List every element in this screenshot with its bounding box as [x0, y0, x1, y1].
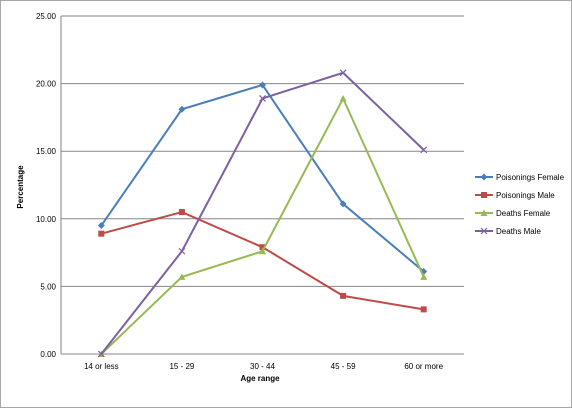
y-tick-label: 5.00 — [40, 282, 56, 291]
y-tick-label: 0.00 — [40, 350, 56, 359]
data-point — [178, 105, 186, 113]
x-tick-label: 14 or less — [84, 362, 119, 371]
y-axis-title: Percentage — [16, 165, 25, 209]
x-tick-label: 30 - 44 — [250, 362, 275, 371]
y-tick-label: 25.00 — [36, 12, 57, 21]
x-tick-label: 60 or more — [404, 362, 443, 371]
series-line — [100, 96, 425, 355]
data-point — [178, 209, 185, 216]
legend-marker — [481, 192, 487, 198]
legend: Poisonings Female Poisonings Male Deaths F… — [475, 173, 565, 236]
data-point — [420, 306, 427, 313]
legend-marker — [480, 227, 488, 235]
data-point — [98, 230, 105, 237]
legend-label: Deaths Female — [496, 209, 551, 218]
legend-label: Poisonings Male — [496, 191, 555, 200]
legend-item: Deaths Male — [475, 227, 541, 236]
x-axis-ticks: 14 or less 15 - 29 30 - 44 45 - 59 60 or mor… — [84, 362, 444, 371]
data-point — [420, 146, 428, 154]
data-point — [97, 350, 105, 358]
legend-item: Poisonings Male — [475, 191, 555, 200]
data-point — [339, 200, 347, 208]
data-point — [259, 81, 266, 89]
y-axis-ticks: 0.00 5.00 10.00 15.00 20.00 25.00 — [36, 12, 57, 359]
data-point — [178, 247, 186, 255]
data-point — [178, 273, 186, 280]
x-tick-label: 45 - 59 — [331, 362, 356, 371]
series-deaths-female — [97, 94, 428, 357]
legend-item: Poisonings Female — [475, 173, 565, 182]
data-point — [339, 94, 347, 102]
y-tick-label: 20.00 — [36, 80, 57, 89]
series-deaths-male — [97, 69, 428, 358]
y-tick-label: 15.00 — [36, 147, 57, 156]
series-line — [101, 210, 424, 311]
series-group — [97, 69, 428, 358]
legend-marker — [480, 209, 488, 216]
data-point — [339, 69, 347, 77]
data-point — [259, 247, 266, 255]
series-line — [100, 71, 425, 355]
legend-item: Deaths Female — [475, 209, 551, 218]
data-point — [97, 222, 105, 230]
series-poisonings-male — [98, 209, 427, 313]
legend-marker — [480, 173, 488, 181]
data-point — [259, 244, 266, 251]
series-poisonings-female — [97, 81, 428, 276]
series-line — [100, 83, 425, 273]
data-point — [340, 292, 347, 299]
x-tick-label: 15 - 29 — [169, 362, 194, 371]
legend-label: Poisonings Female — [496, 173, 565, 182]
data-point — [259, 95, 266, 102]
legend-label: Deaths Male — [496, 227, 541, 236]
x-axis-title: Age range — [240, 374, 280, 383]
y-tick-label: 10.00 — [36, 215, 57, 224]
data-point — [420, 273, 428, 280]
gridlines — [60, 15, 464, 355]
